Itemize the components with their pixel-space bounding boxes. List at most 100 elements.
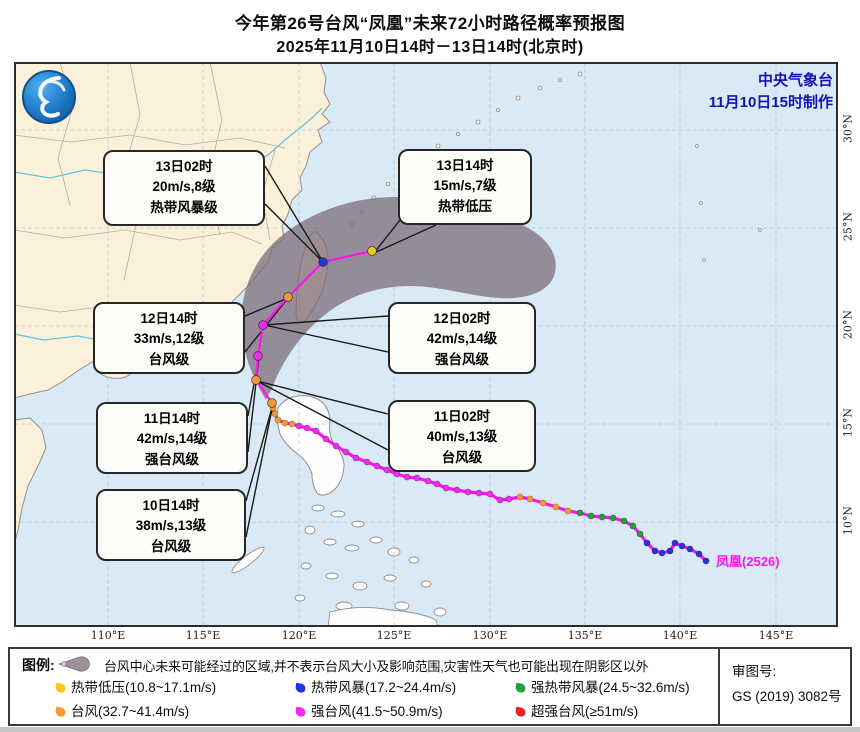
history-track-point (598, 513, 606, 521)
legend-item-label: 热带低压(10.8~17.1m/s) (71, 680, 217, 695)
forecast-label-line: 40m/s,13级 (426, 429, 498, 445)
history-track-point (636, 530, 644, 538)
page-title: 今年第26号台风“凤凰”未来72小时路径概率预报图 (234, 14, 626, 33)
forecast-label-line: 11日02时 (433, 409, 491, 424)
forecast-label-line: 20m/s,8级 (152, 179, 216, 195)
page-subtitle: 2025年11月10日14时－13日14时(北京时) (276, 39, 584, 56)
history-track-point (643, 539, 651, 547)
history-track-point (433, 480, 441, 488)
forecast-label-line: 33m/s,12级 (133, 331, 205, 347)
forecast-label-line: 12日14时 (140, 311, 198, 326)
history-track-point (552, 503, 560, 511)
callout-line (244, 297, 289, 317)
history-track-point (539, 499, 547, 507)
callout-line (263, 324, 389, 353)
history-track-point (686, 545, 694, 553)
forecast-label-box: 12日02时 42m/s,14级 强台风级 (388, 302, 536, 374)
forecast-track-point (258, 320, 268, 330)
history-track-point (486, 490, 494, 498)
forecast-label-line: 12日02时 (433, 311, 491, 326)
history-track-point (413, 474, 421, 482)
typhoon-symbol-icon (294, 706, 307, 718)
callout-line (245, 403, 274, 502)
history-track-point (453, 486, 461, 494)
history-track-point (666, 547, 674, 555)
lon-axis-label: 145°E (758, 629, 794, 642)
legend-item-label: 超强台风(≥51m/s) (531, 704, 639, 719)
philippine-islands (231, 504, 447, 627)
forecast-label-line: 台风级 (150, 538, 192, 554)
forecast-label-line: 38m/s,13级 (135, 518, 207, 534)
forecast-track-point (253, 351, 263, 361)
history-track-point (475, 489, 483, 497)
callout-line (264, 165, 324, 263)
legend-item: 超强台风(≥51m/s) (514, 700, 639, 720)
review-number: 审图号: GS (2019) 3082号 (732, 660, 842, 710)
history-track-point (403, 473, 411, 481)
forecast-label-line: 13日02时 (155, 159, 213, 174)
legend-item: 强台风(41.5~50.9m/s) (294, 700, 443, 720)
history-track-point (658, 549, 666, 557)
forecast-label-line: 强台风级 (145, 451, 199, 467)
forecast-label-line: 台风级 (148, 351, 190, 367)
lon-axis-label: 135°E (567, 629, 603, 642)
history-track-point (505, 495, 513, 503)
forecast-label-line: 42m/s,14级 (136, 431, 208, 447)
history-track-point (288, 420, 296, 428)
cma-logo-icon (22, 70, 76, 124)
lon-axis-label: 125°E (376, 629, 412, 642)
forecast-label-line: 台风级 (441, 449, 483, 465)
history-track-point (620, 517, 628, 525)
history-track-point (587, 512, 595, 520)
history-track-point (271, 410, 279, 418)
legend-title: 图例: (22, 657, 55, 673)
history-track-point (576, 509, 584, 517)
history-track-point (651, 547, 659, 555)
legend-item-label: 强热带风暴(24.5~32.6m/s) (531, 680, 690, 695)
review-value: GS (2019) 3082号 (732, 688, 842, 704)
typhoon-symbol-icon (54, 706, 67, 718)
forecast-label-line: 10日14时 (142, 498, 200, 513)
storm-name-label: 凤凰(2526) (716, 554, 780, 569)
history-track-point (629, 522, 637, 530)
legend-item: 热带风暴(17.2~24.4m/s) (294, 676, 457, 696)
track-layer (244, 165, 710, 565)
legend-item-label: 台风(32.7~41.4m/s) (71, 704, 190, 719)
typhoon-symbol-icon (294, 682, 307, 694)
forecast-label-box: 11日02时 40m/s,13级 台风级 (388, 400, 536, 472)
credit-block: 中央气象台 11月10日15时制作 (709, 70, 833, 114)
legend-item-label: 强台风(41.5~50.9m/s) (311, 704, 443, 719)
history-track-point (564, 507, 572, 515)
history-track-point (702, 557, 710, 565)
forecast-label-line: 42m/s,14级 (426, 331, 498, 347)
forecast-track-point (318, 257, 328, 267)
history-track-point (295, 422, 303, 430)
history-track-point (322, 435, 330, 443)
bottom-edge-strip (0, 727, 860, 732)
history-track-point (332, 442, 340, 450)
probability-cone (241, 197, 556, 400)
history-track-point (526, 495, 534, 503)
history-track-point (281, 419, 289, 427)
forecast-label-box: 12日14时 33m/s,12级 台风级 (93, 302, 245, 374)
legend-box: 图例: 台风中心未来可能经过的区域,并不表示台风大小及影响范围,灾害性天气也可能… (8, 647, 852, 726)
history-track-point (373, 462, 381, 470)
forecast-label-line: 11日14时 (143, 411, 201, 426)
lon-axis-label: 120°E (281, 629, 317, 642)
typhoon-symbol-icon (54, 682, 67, 694)
lon-axis-label: 130°E (472, 629, 508, 642)
legend-item-label: 热带风暴(17.2~24.4m/s) (311, 680, 457, 695)
typhoon-symbol-icon (514, 706, 527, 718)
callout-line (245, 403, 274, 538)
forecast-map: 中央气象台 11月10日15时制作 凤凰(2526) 13日02时 20m/s,8… (14, 62, 838, 627)
lon-axis-label: 115°E (185, 629, 221, 642)
history-track-point (363, 458, 371, 466)
forecast-label-line: 热带风暴级 (150, 199, 218, 215)
forecast-label-box: 13日02时 20m/s,8级 热带风暴级 (103, 150, 265, 226)
forecast-label-line: 15m/s,7级 (433, 178, 497, 194)
history-track-point (383, 466, 391, 474)
lon-axis-label: 140°E (662, 629, 698, 642)
history-track-point (352, 454, 360, 462)
credit-date: 11月10日15时制作 (708, 93, 833, 111)
